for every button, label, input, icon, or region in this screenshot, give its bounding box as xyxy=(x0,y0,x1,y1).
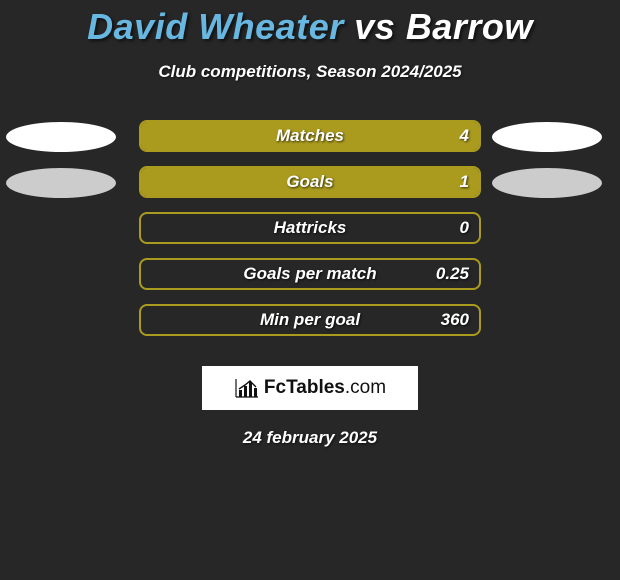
stat-row: Min per goal 360 xyxy=(0,304,620,350)
title-vs: vs xyxy=(354,6,395,47)
stat-row: Hattricks 0 xyxy=(0,212,620,258)
stat-label: Goals per match xyxy=(141,260,479,288)
stat-value: 0.25 xyxy=(436,260,469,288)
logo-text: FcTables.com xyxy=(264,377,386,399)
stat-label: Hattricks xyxy=(141,214,479,242)
stat-label: Min per goal xyxy=(141,306,479,334)
logo: FcTables.com xyxy=(234,377,386,399)
ellipse-right-icon xyxy=(492,122,602,152)
stat-label: Goals xyxy=(141,168,479,196)
stat-bar: Hattricks 0 xyxy=(139,212,481,244)
ellipse-left-icon xyxy=(6,122,116,152)
date-text: 24 february 2025 xyxy=(0,428,620,448)
page-title: David Wheater vs Barrow xyxy=(0,0,620,48)
stat-label: Matches xyxy=(141,122,479,150)
stat-row: Goals per match 0.25 xyxy=(0,258,620,304)
stat-bar: Goals 1 xyxy=(139,166,481,198)
stat-row: Matches 4 xyxy=(0,120,620,166)
stat-row: Goals 1 xyxy=(0,166,620,212)
title-opponent: Barrow xyxy=(406,6,533,47)
stat-value: 4 xyxy=(460,122,469,150)
title-player: David Wheater xyxy=(87,6,344,47)
stat-value: 0 xyxy=(460,214,469,242)
ellipse-right-icon xyxy=(492,168,602,198)
ellipse-left-icon xyxy=(6,168,116,198)
bar-chart-icon xyxy=(234,377,260,399)
logo-text-main: FcTables xyxy=(264,377,345,398)
stat-bar: Matches 4 xyxy=(139,120,481,152)
stat-bar: Min per goal 360 xyxy=(139,304,481,336)
logo-box: FcTables.com xyxy=(202,366,418,410)
stat-bar: Goals per match 0.25 xyxy=(139,258,481,290)
subtitle: Club competitions, Season 2024/2025 xyxy=(0,62,620,82)
stat-value: 1 xyxy=(460,168,469,196)
stat-value: 360 xyxy=(441,306,469,334)
stats-container: Matches 4 Goals 1 Hattricks 0 Goals per … xyxy=(0,120,620,350)
logo-text-domain: .com xyxy=(345,377,386,398)
